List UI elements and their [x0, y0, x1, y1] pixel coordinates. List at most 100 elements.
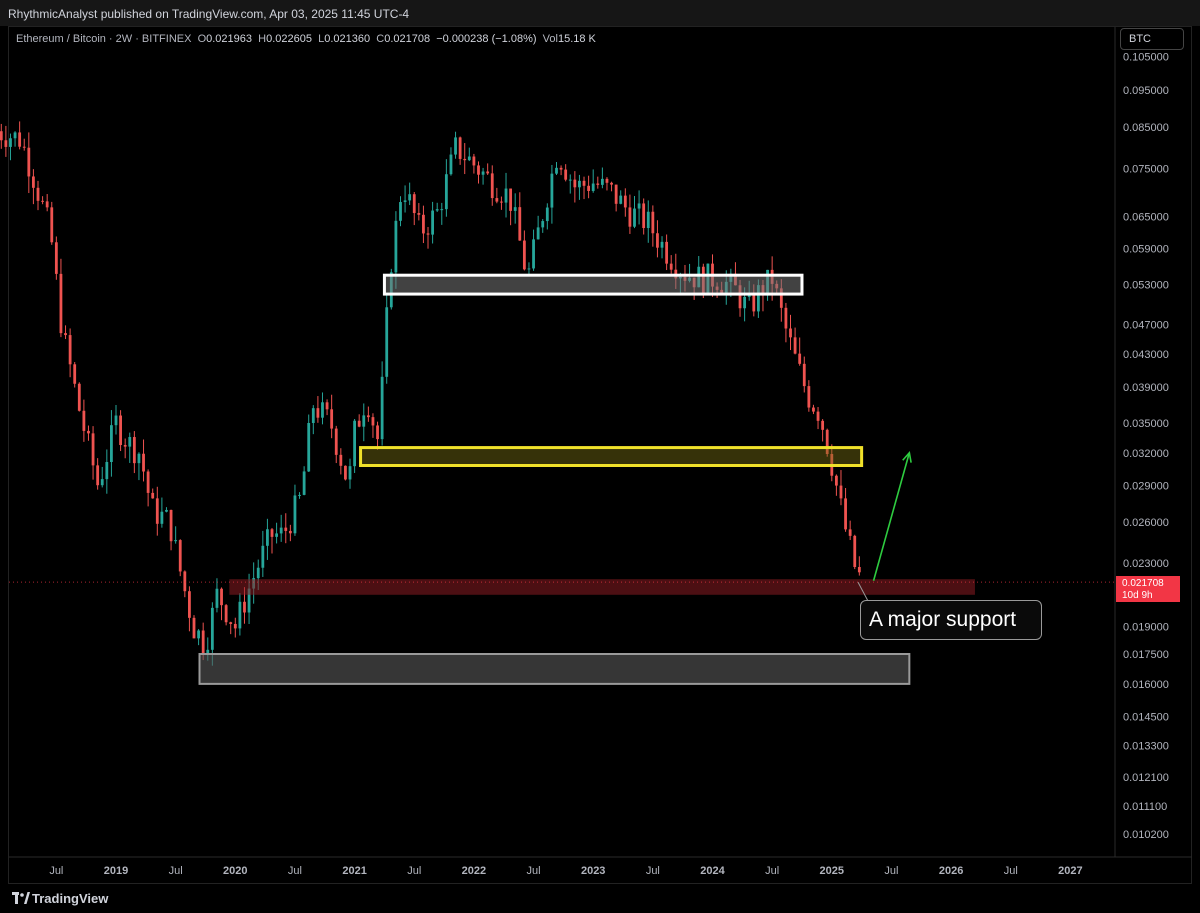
candle-body: [821, 420, 825, 430]
candle-body: [619, 195, 623, 204]
candle-body: [545, 207, 549, 222]
candle-body: [247, 588, 251, 613]
last-price-value: 0.021708: [1122, 578, 1164, 589]
publisher-bar: RhythmicAnalyst published on TradingView…: [0, 0, 1200, 26]
candle-body: [243, 601, 246, 613]
candle-body: [848, 529, 852, 536]
y-tick-label: 0.043000: [1123, 349, 1169, 361]
x-tick-label: 2019: [104, 865, 128, 877]
low-label: L: [318, 33, 325, 45]
candle-body: [64, 333, 67, 336]
x-tick-label: Jul: [765, 865, 779, 877]
candle-body: [100, 479, 104, 486]
candle-body: [137, 453, 141, 464]
candle-body: [344, 465, 347, 480]
y-tick-label: 0.017500: [1123, 649, 1169, 661]
y-tick-label: 0.075000: [1123, 164, 1169, 176]
candle-body: [541, 221, 545, 228]
candle-body: [555, 167, 558, 174]
candle-body: [651, 211, 655, 234]
candle-body: [527, 268, 531, 270]
symbol-name: Ethereum / Bitcoin · 2W · BITFINEX: [16, 33, 192, 45]
candle-body: [591, 183, 595, 191]
target-arrow-head-icon: [902, 450, 912, 463]
x-tick-label: 2022: [462, 865, 486, 877]
candle-body: [4, 140, 8, 147]
candle-body: [623, 195, 627, 208]
candle-body: [50, 207, 54, 243]
candle-body: [298, 494, 301, 496]
footer: TradingView: [0, 884, 1200, 913]
candle-body: [220, 588, 223, 606]
candle-body: [178, 540, 182, 572]
currency-button[interactable]: BTC: [1120, 28, 1184, 50]
candle-body: [752, 295, 756, 312]
candle-body: [743, 296, 747, 309]
candle-body: [614, 184, 618, 204]
vol-value: 15.18 K: [557, 33, 596, 45]
open-label: O: [197, 33, 207, 45]
high-label: H: [258, 33, 267, 45]
y-tick-label: 0.032000: [1123, 448, 1169, 460]
candle-body: [302, 471, 306, 495]
candle-body: [32, 176, 35, 188]
x-tick-label: 2027: [1058, 865, 1082, 877]
candle-body: [376, 425, 379, 440]
candle-body: [834, 475, 838, 486]
symbol-legend: Ethereum / Bitcoin · 2W · BITFINEX O0.02…: [16, 33, 596, 45]
candle-body: [568, 179, 572, 181]
candle-body: [518, 207, 522, 241]
candle-body: [656, 233, 659, 248]
yellow-zone: [359, 446, 864, 467]
y-tick-label: 0.095000: [1123, 85, 1169, 97]
candle-body: [431, 210, 435, 235]
candle-body: [256, 567, 260, 579]
y-tick-label: 0.105000: [1123, 52, 1169, 64]
resistance-zone: [382, 273, 804, 296]
candle-body: [339, 454, 343, 466]
candle-body: [665, 241, 669, 264]
candle-body: [362, 415, 366, 427]
candle-body: [197, 630, 200, 639]
support-callout[interactable]: A major support: [860, 600, 1042, 640]
candle-body: [41, 200, 44, 202]
candle-body: [13, 132, 17, 139]
candle-body: [738, 285, 742, 309]
candle-body: [789, 328, 792, 338]
candle-body: [91, 433, 95, 466]
candle-body: [233, 623, 237, 629]
y-tick-label: 0.010200: [1123, 829, 1169, 841]
candle-body: [472, 156, 476, 166]
candle-body: [779, 288, 783, 308]
x-tick-label: Jul: [288, 865, 302, 877]
candle-body: [600, 178, 604, 185]
candle-body: [54, 242, 58, 274]
candle-body: [747, 295, 751, 297]
tradingview-logo-icon: [12, 892, 30, 904]
candle-body: [486, 171, 490, 174]
candle-body: [169, 509, 173, 542]
footer-brand: TradingView: [32, 891, 109, 906]
candle-body: [18, 132, 22, 147]
x-tick-label: Jul: [169, 865, 183, 877]
candle-body: [165, 509, 168, 512]
close-label: C: [376, 33, 385, 45]
candle-body: [371, 417, 375, 426]
candle-body: [582, 180, 586, 186]
y-tick-label: 0.016000: [1123, 679, 1169, 691]
y-tick-label: 0.035000: [1123, 418, 1169, 430]
candle-body: [399, 202, 402, 221]
x-tick-label: Jul: [646, 865, 660, 877]
chart-frame[interactable]: [8, 26, 1192, 884]
candle-body: [522, 240, 526, 270]
candle-body: [633, 208, 636, 227]
change-value: −0.000238 (−1.08%): [436, 33, 537, 45]
candle-body: [532, 239, 535, 269]
candle-body: [155, 498, 159, 524]
candle-body: [307, 422, 311, 472]
candle-body: [87, 430, 90, 434]
candle-body: [467, 156, 471, 161]
candle-body: [422, 214, 425, 234]
candle-body: [0, 131, 3, 141]
